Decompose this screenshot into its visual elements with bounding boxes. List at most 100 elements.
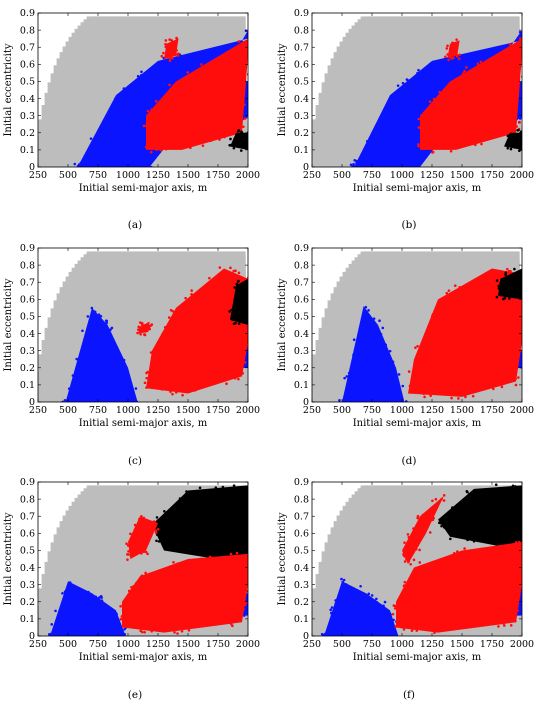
y-tick-label: 0 — [303, 631, 309, 642]
scatter-point — [246, 589, 248, 593]
x-tick-label: 2000 — [236, 639, 260, 650]
scatter-point — [388, 349, 392, 353]
scatter-point — [508, 136, 512, 139]
scatter-point — [497, 287, 501, 290]
scatter-point — [486, 488, 489, 491]
region-0-0 — [438, 485, 522, 551]
scatter-point — [240, 122, 243, 125]
scatter-point — [522, 288, 525, 291]
x-tick-label: 750 — [89, 639, 107, 650]
panel-label: (c) — [128, 455, 142, 467]
scatter-point — [126, 544, 130, 547]
scatter-point — [147, 140, 150, 143]
scatter-point — [408, 384, 412, 388]
scatter-point — [234, 144, 238, 148]
y-tick-label: 0.1 — [20, 614, 35, 625]
scatter-point — [105, 115, 109, 119]
scatter-point — [523, 314, 526, 317]
scatter-point — [146, 322, 150, 325]
scatter-point — [379, 332, 383, 336]
scatter-point — [134, 387, 138, 390]
scatter-point — [210, 381, 214, 384]
scatter-point — [249, 328, 252, 331]
scatter-point — [47, 637, 50, 640]
y-tick-label: 0.7 — [294, 511, 309, 522]
region-1-0 — [50, 581, 126, 636]
scatter-point — [517, 594, 521, 598]
scatter-point — [514, 541, 518, 544]
scatter-point — [110, 326, 114, 330]
y-tick-label: 0.3 — [20, 580, 35, 591]
scatter-point — [109, 328, 112, 332]
scatter-point — [434, 497, 438, 501]
scatter-point — [245, 609, 248, 612]
scatter-point — [449, 532, 452, 536]
scatter-point — [129, 554, 133, 557]
scatter-point — [461, 72, 465, 75]
scatter-point — [128, 544, 132, 548]
scatter-point — [190, 292, 193, 296]
scatter-point — [106, 329, 110, 333]
scatter-point — [244, 341, 248, 345]
scatter-point — [86, 633, 89, 636]
scatter-point — [359, 584, 362, 588]
scatter-point — [446, 44, 449, 48]
x-axis-label: Initial semi-major axis, m — [353, 418, 482, 429]
scatter-point — [121, 608, 125, 612]
scatter-point — [369, 317, 373, 321]
scatter-point — [392, 618, 395, 622]
scatter-point — [49, 632, 52, 636]
scatter-point — [146, 109, 150, 113]
scatter-point — [242, 614, 246, 617]
scatter-point — [150, 150, 153, 154]
y-axis-label: Initial eccentricity — [277, 278, 288, 371]
scatter-point — [433, 311, 436, 315]
y-tick-label: 0.4 — [20, 94, 35, 105]
scatter-point — [352, 404, 355, 407]
panel-a: 250 500 750 1000 1250 1500 1750 2000 0 0.1 0.2 0.3 0… — [3, 8, 260, 231]
plot-area — [38, 16, 248, 167]
scatter-point — [174, 40, 177, 44]
scatter-point — [162, 330, 166, 334]
scatter-point — [449, 537, 452, 541]
scatter-point — [190, 289, 193, 292]
y-tick-label: 0.7 — [20, 511, 35, 522]
scatter-point — [330, 606, 334, 609]
scatter-point — [497, 625, 500, 628]
scatter-point — [83, 155, 87, 158]
scatter-point — [113, 97, 117, 101]
y-axis-label: Initial eccentricity — [277, 512, 288, 605]
scatter-point — [523, 601, 526, 604]
scatter-point — [508, 276, 511, 279]
y-tick-label: 0.6 — [20, 295, 35, 306]
scatter-point — [150, 629, 153, 633]
region-2-0 — [396, 541, 522, 633]
scatter-point — [86, 315, 90, 318]
scatter-point — [246, 572, 248, 576]
scatter-point — [355, 159, 358, 163]
scatter-point — [245, 287, 248, 290]
scatter-point — [229, 137, 232, 141]
y-tick-label: 0.5 — [294, 77, 309, 88]
scatter-point — [474, 141, 478, 145]
y-tick-label: 0 — [29, 397, 35, 408]
x-tick-label: 1250 — [420, 639, 444, 650]
y-tick-label: 0.6 — [294, 60, 309, 71]
scatter-point — [455, 53, 459, 57]
x-tick-label: 1500 — [450, 170, 474, 181]
scatter-point — [67, 582, 71, 586]
scatter-point — [504, 271, 508, 275]
scatter-point — [511, 484, 515, 488]
scatter-point — [471, 394, 475, 398]
plot-area — [312, 251, 526, 407]
scatter-point — [232, 141, 235, 145]
scatter-point — [522, 40, 525, 43]
scatter-point — [446, 53, 449, 56]
x-tick-label: 250 — [303, 639, 321, 650]
scatter-point — [168, 38, 171, 41]
scatter-point — [451, 41, 454, 45]
scatter-point — [245, 513, 248, 517]
scatter-point — [99, 163, 103, 166]
scatter-point — [234, 269, 237, 273]
scatter-point — [163, 325, 167, 329]
